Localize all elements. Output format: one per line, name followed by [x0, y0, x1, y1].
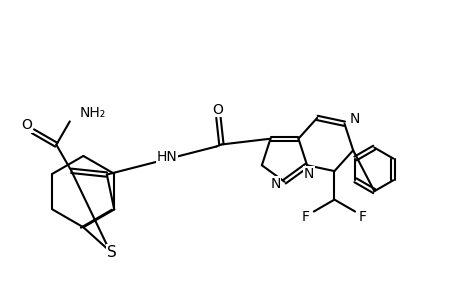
Text: O: O [212, 103, 223, 117]
Text: NH₂: NH₂ [79, 106, 106, 121]
Text: O: O [22, 118, 33, 132]
Text: N: N [348, 112, 359, 126]
Text: HN: HN [157, 150, 177, 164]
Text: S: S [107, 244, 117, 260]
Text: F: F [301, 211, 309, 224]
Text: F: F [358, 211, 366, 224]
Text: N: N [303, 167, 313, 181]
Text: N: N [270, 177, 280, 191]
